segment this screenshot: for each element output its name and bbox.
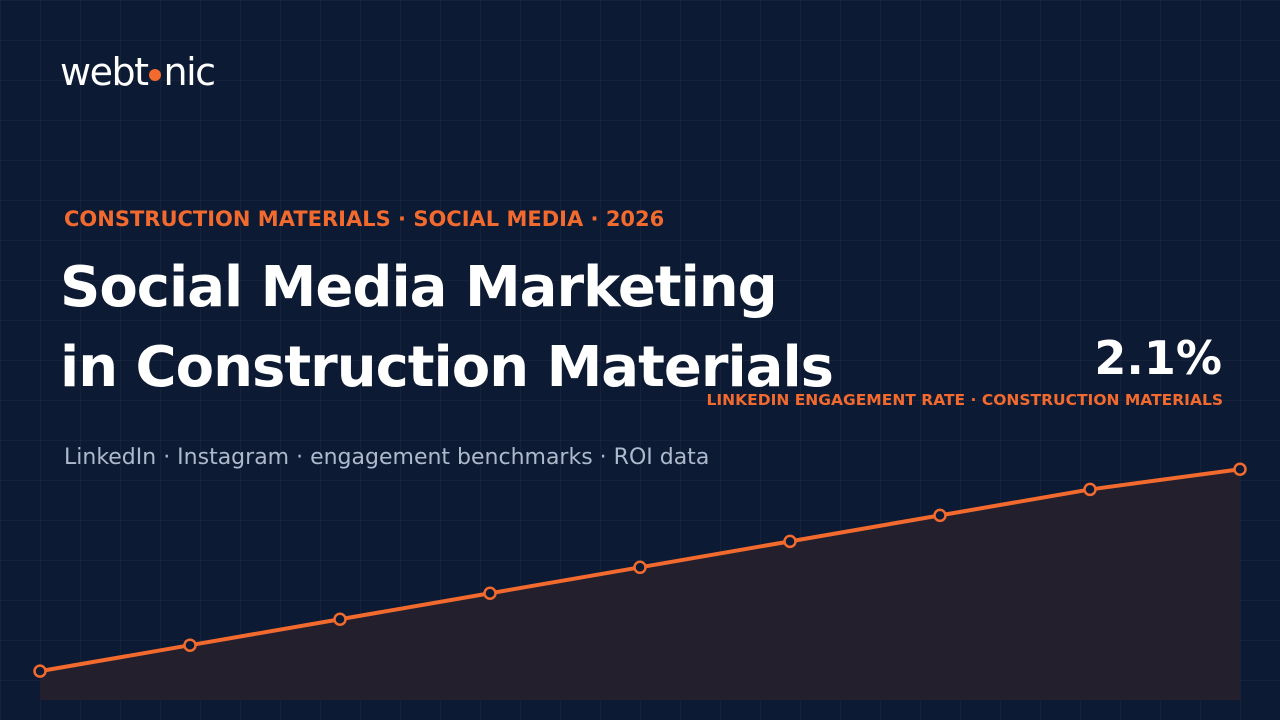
trend-points	[33, 462, 1247, 678]
eyebrow-tagline: CONSTRUCTION MATERIALS · SOCIAL MEDIA · …	[64, 207, 665, 231]
trend-point-7	[1083, 482, 1097, 497]
trend-point-2	[333, 612, 347, 626]
trend-point-4	[633, 560, 647, 575]
logo-text-start: webt	[60, 50, 149, 94]
page-title: Social Media Marketing in Construction M…	[60, 248, 960, 408]
trend-area-fill	[40, 469, 1240, 700]
title-line-1: Social Media Marketing	[60, 255, 778, 320]
trend-point-6	[933, 508, 947, 523]
trend-point-1	[183, 638, 197, 652]
title-line-2: in Construction Materials	[60, 335, 834, 400]
trend-point-0	[33, 664, 47, 678]
trend-point-5	[783, 534, 797, 549]
stat-value: 2.1%	[1094, 331, 1222, 385]
trend-point-3	[483, 586, 497, 601]
trend-point-8	[1233, 462, 1247, 476]
webtonic-logo: webt nic	[60, 44, 216, 100]
logo-dot-icon	[149, 69, 162, 81]
page-subtitle: LinkedIn · Instagram · engagement benchm…	[64, 445, 710, 470]
logo-text-end: nic	[163, 50, 216, 94]
stat-label: LINKEDIN ENGAGEMENT RATE · CONSTRUCTION …	[706, 391, 1224, 409]
